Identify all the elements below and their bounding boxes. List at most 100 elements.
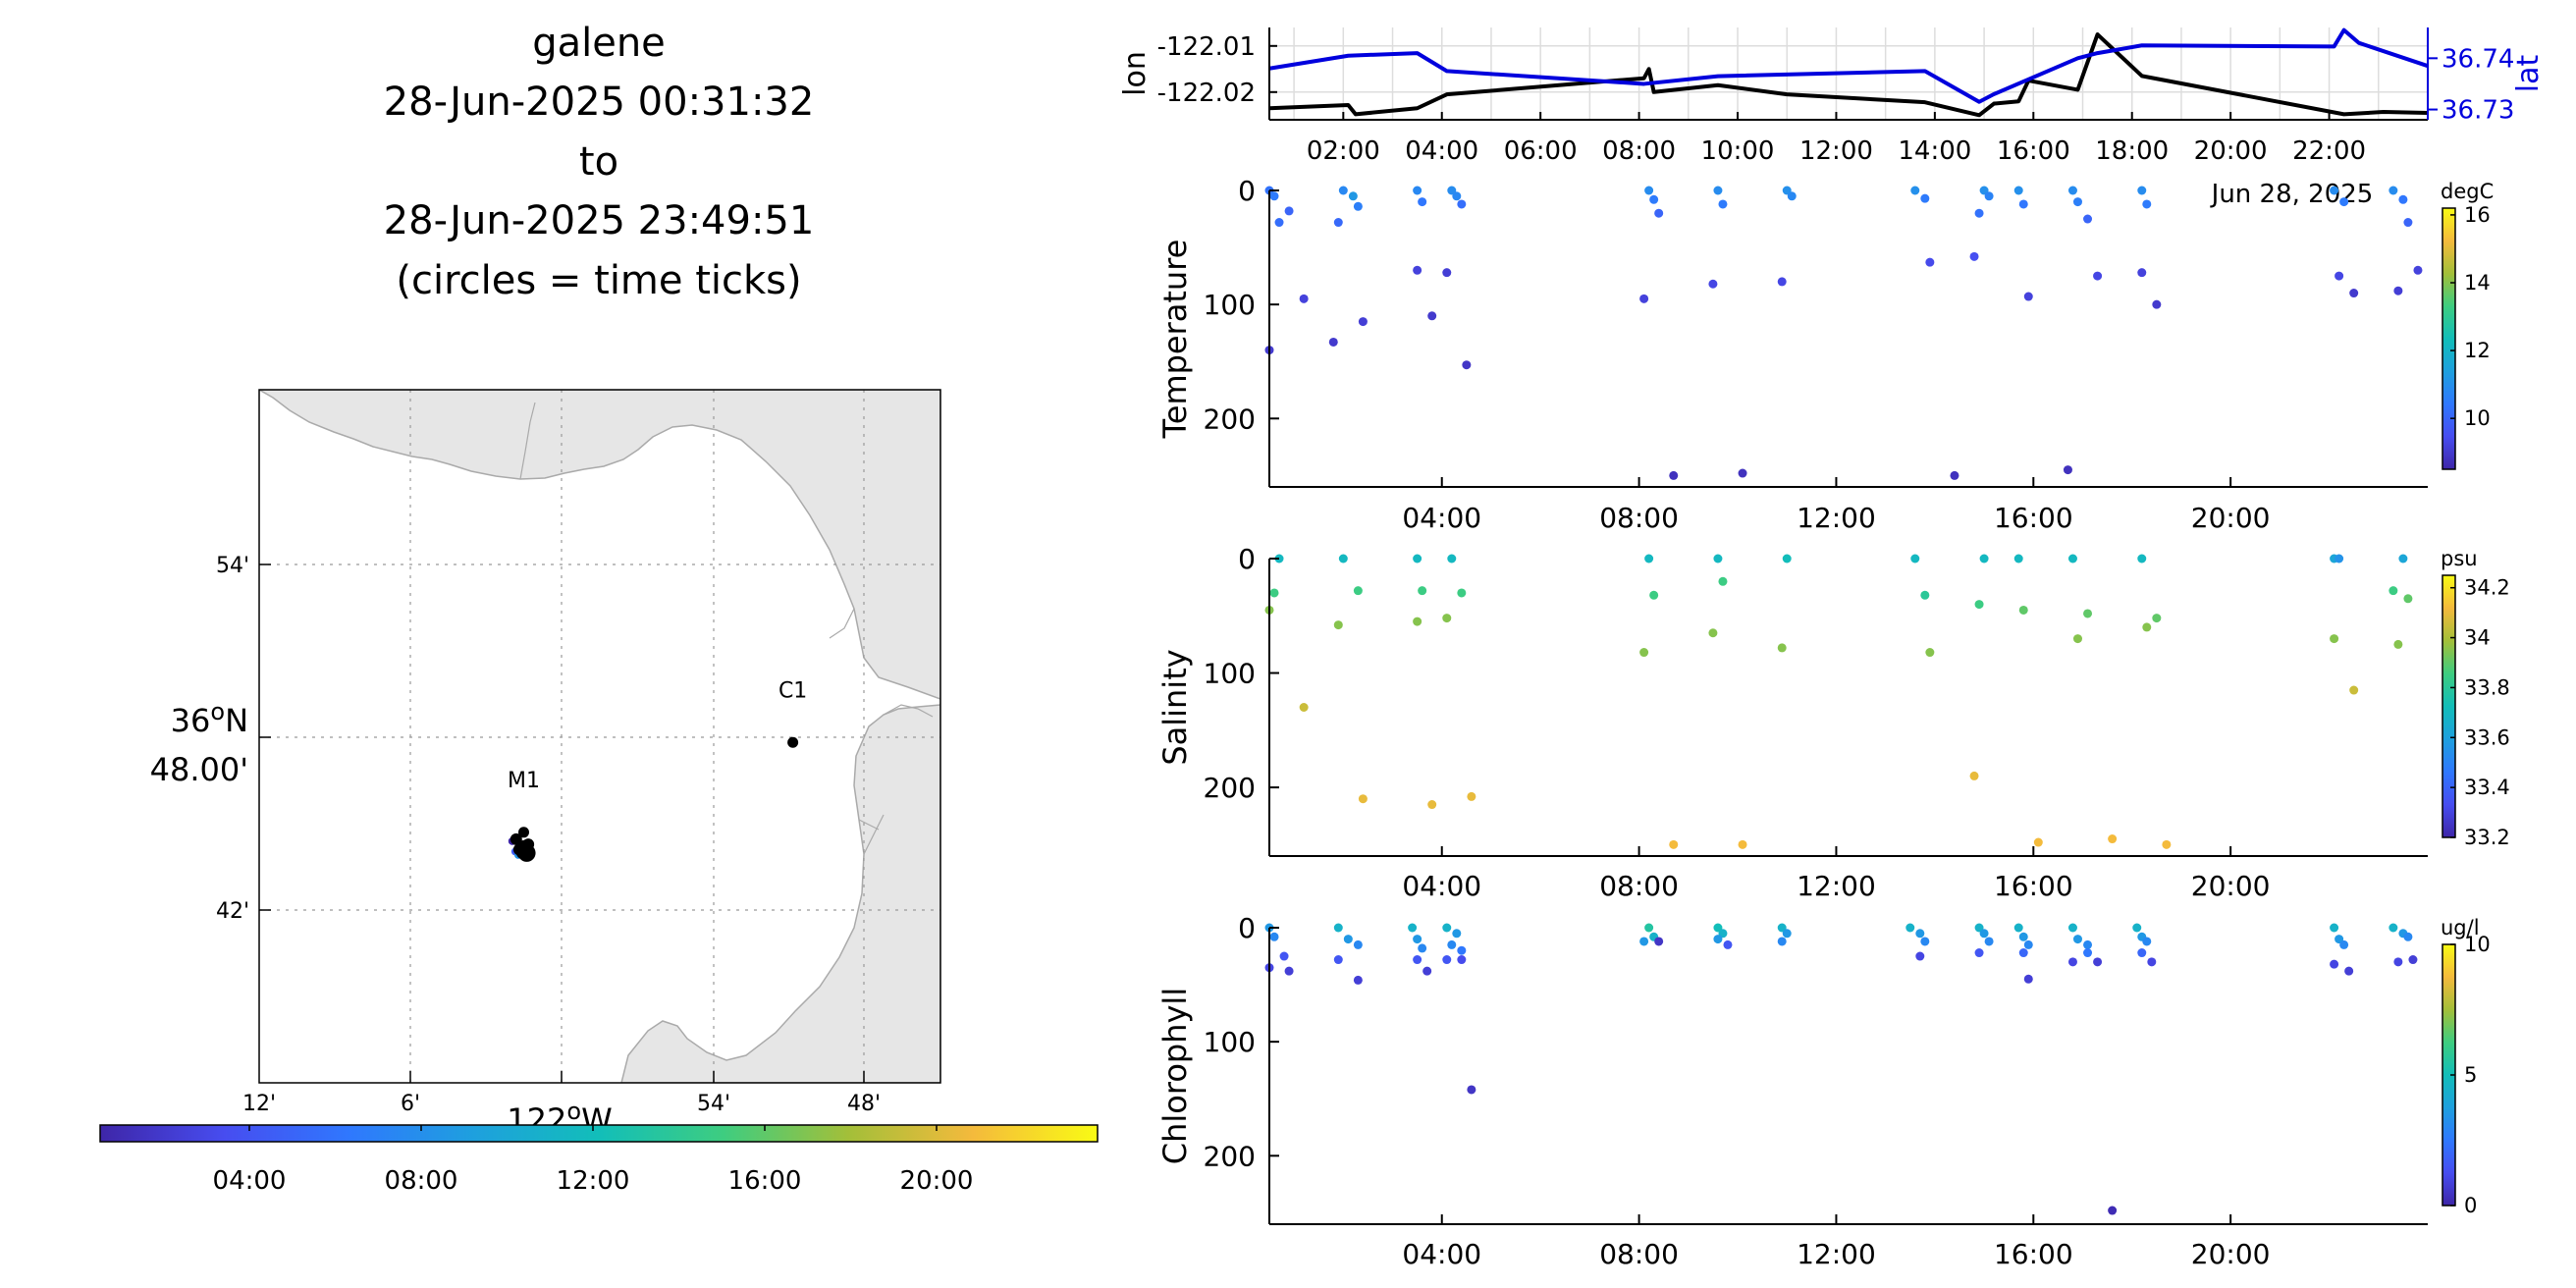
map-track — [508, 832, 536, 862]
chlorophyll-data-point — [1457, 955, 1467, 965]
temperature-data-point — [1328, 337, 1338, 347]
salinity-data-point — [1969, 771, 1979, 780]
chlorophyll-data-point — [2018, 932, 2028, 941]
map-lat-tick-label: 42' — [216, 899, 249, 924]
chlorophyll-data-point — [2137, 948, 2147, 958]
salinity-data-point — [1427, 800, 1437, 810]
temperature-colorbar-unit: degC — [2441, 180, 2494, 203]
salinity-x-tick-label: 20:00 — [2191, 870, 2271, 902]
map-river-1 — [519, 402, 536, 480]
chlorophyll-data-point — [1353, 939, 1363, 949]
chlorophyll-data-point — [1718, 929, 1728, 939]
salinity-data-point — [2349, 685, 2359, 695]
lon-lat-x-tick-label: 04:00 — [1405, 136, 1478, 166]
temperature-data-point — [1738, 468, 1747, 478]
temperature-data-point — [2388, 186, 2398, 195]
salinity-data-point — [2137, 554, 2147, 564]
temperature-data-point — [2083, 214, 2093, 224]
salinity-y-tick-label: 200 — [1204, 772, 1256, 804]
map-frame — [258, 389, 941, 1084]
chlorophyll-data-point — [1452, 929, 1462, 939]
chlorophyll-y-tick-label: 0 — [1238, 912, 1256, 944]
chlorophyll-data-point — [2330, 923, 2339, 933]
chlorophyll-data-point — [1442, 923, 1452, 933]
chlorophyll-data-point — [1413, 935, 1422, 944]
lon-lat-x-tick-label: 22:00 — [2292, 136, 2366, 166]
chlorophyll-data-point — [1777, 923, 1787, 933]
temperature-data-point — [2403, 218, 2413, 228]
chlorophyll-data-point — [1343, 935, 1353, 944]
salinity-data-point — [1782, 554, 1792, 564]
temperature-data-point — [1639, 294, 1649, 303]
temperature-y-tick-label: 100 — [1204, 289, 1256, 321]
temperature-data-point — [1920, 193, 1930, 203]
chlorophyll-data-point — [1279, 951, 1289, 961]
chlorophyll-data-point — [1353, 975, 1363, 985]
title-line-2: 28-Jun-2025 00:31:32 — [384, 80, 815, 125]
map-tick-labels: 54' 48.00' 42' 12' 6' 54' 48' — [150, 554, 881, 1116]
salinity-colorbar-tick-label: 34 — [2464, 626, 2491, 650]
salinity-data-point — [1974, 600, 1984, 610]
lon-lat-chart: -122.01 -122.02 36.74 36.73 02:00 04:00 06:00 0… — [1118, 27, 2546, 209]
temperature-data-point — [2067, 186, 2077, 195]
salinity-data-point — [1442, 614, 1452, 623]
salinity-x-tick-label: 16:00 — [1994, 870, 2073, 902]
station-c1-label: C1 — [778, 678, 807, 703]
chlorophyll-data-point — [1979, 929, 1989, 939]
chlorophyll-x-tick-label: 04:00 — [1402, 1238, 1481, 1270]
temperature-data-point — [2339, 197, 2349, 207]
chlorophyll-data-point — [1333, 923, 1343, 933]
chlorophyll-data-point — [1974, 948, 1984, 958]
salinity-data-point — [2072, 634, 2082, 644]
chlorophyll-colorbar-tick-label: 5 — [2464, 1063, 2477, 1087]
map-lon-tick-label: 6' — [401, 1092, 420, 1116]
salinity-data-point — [2334, 554, 2344, 564]
chlorophyll-data-point — [1418, 943, 1427, 953]
temperature-data-point — [1654, 208, 1664, 218]
chlorophyll-data-point — [2408, 955, 2418, 965]
chlorophyll-data-point — [2330, 959, 2339, 969]
temperature-data-point — [1708, 279, 1718, 289]
time-colorbar-tick-label: 16:00 — [728, 1166, 802, 1196]
chlorophyll-data-point — [1777, 937, 1787, 946]
chlorophyll-data-point — [2344, 966, 2354, 976]
salinity-data-point — [1910, 554, 1920, 564]
salinity-chart: 0 100 200 04:00 08:00 12:00 16:00 20:00 Salinity… — [1156, 543, 2510, 902]
temperature-axis-title: Temperature — [1156, 240, 1194, 440]
lon-lat-x-tick-label: 12:00 — [1799, 136, 1873, 166]
temperature-data-point — [2023, 292, 2033, 301]
salinity-axis-title: Salinity — [1156, 649, 1194, 765]
temperature-points — [1264, 186, 2423, 480]
chlorophyll-data-point — [1782, 929, 1792, 939]
map-lat-degree-label: 36oN — [171, 698, 248, 739]
salinity-data-point — [1708, 628, 1718, 638]
temperature-data-point — [2063, 465, 2072, 475]
chlorophyll-data-point — [1974, 923, 1984, 933]
salinity-points — [1264, 554, 2413, 849]
map-lon-tick-label: 54' — [697, 1092, 730, 1116]
salinity-data-point — [1333, 620, 1343, 630]
figure-title: galene 28-Jun-2025 00:31:32 to 28-Jun-20… — [384, 21, 815, 303]
chlorophyll-x-tick-label: 12:00 — [1797, 1238, 1876, 1270]
map-river-2 — [829, 608, 855, 639]
chlorophyll-data-point — [1467, 1085, 1476, 1095]
temperature-data-point — [1452, 191, 1462, 201]
temperature-colorbar-tick-label: 16 — [2464, 203, 2491, 227]
temperature-colorbar — [2442, 207, 2456, 470]
salinity-colorbar-unit: psu — [2441, 547, 2478, 570]
chlorophyll-data-point — [2072, 935, 2082, 944]
chlorophyll-data-point — [1442, 955, 1452, 965]
lat-y-tick-label: 36.73 — [2442, 96, 2514, 126]
temperature-data-point — [1782, 186, 1792, 195]
temperature-chart: 0 100 200 04:00 08:00 12:00 16:00 20:00 Temperat… — [1156, 175, 2494, 534]
chlorophyll-data-point — [1713, 923, 1723, 933]
temperature-data-point — [2072, 197, 2082, 207]
time-colorbar-tick-label: 08:00 — [385, 1166, 458, 1196]
temperature-data-point — [1644, 186, 1654, 195]
salinity-data-point — [1457, 588, 1467, 598]
chlorophyll-data-point — [1915, 951, 1925, 961]
chlorophyll-data-point — [2023, 974, 2033, 984]
temperature-x-tick-label: 12:00 — [1797, 502, 1876, 534]
